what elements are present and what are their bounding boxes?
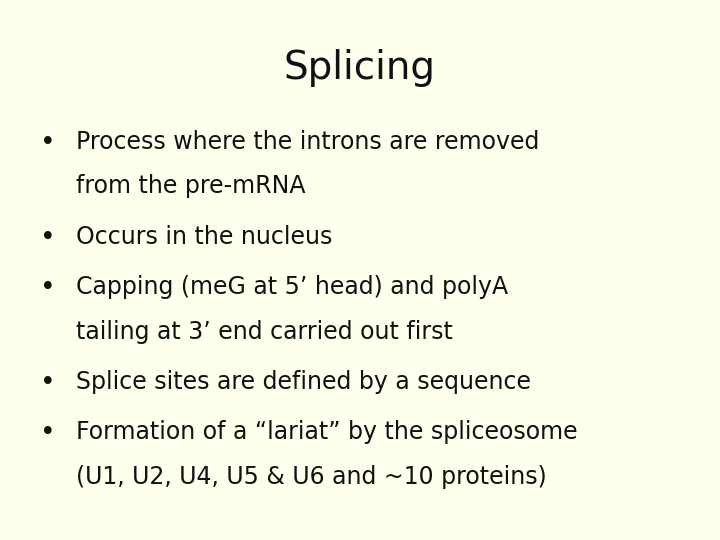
Text: Process where the introns are removed: Process where the introns are removed [76, 130, 539, 153]
Text: from the pre-mRNA: from the pre-mRNA [76, 174, 305, 198]
Text: •: • [40, 275, 55, 301]
Text: (U1, U2, U4, U5 & U6 and ~10 proteins): (U1, U2, U4, U5 & U6 and ~10 proteins) [76, 465, 546, 489]
Text: Capping (meG at 5’ head) and polyA: Capping (meG at 5’ head) and polyA [76, 275, 508, 299]
Text: Splice sites are defined by a sequence: Splice sites are defined by a sequence [76, 370, 531, 394]
Text: •: • [40, 370, 55, 396]
Text: tailing at 3’ end carried out first: tailing at 3’ end carried out first [76, 320, 452, 343]
Text: Formation of a “lariat” by the spliceosome: Formation of a “lariat” by the spliceoso… [76, 420, 577, 444]
Text: •: • [40, 130, 55, 156]
Text: Occurs in the nucleus: Occurs in the nucleus [76, 225, 332, 248]
Text: Splicing: Splicing [284, 49, 436, 86]
Text: •: • [40, 225, 55, 251]
Text: •: • [40, 420, 55, 446]
